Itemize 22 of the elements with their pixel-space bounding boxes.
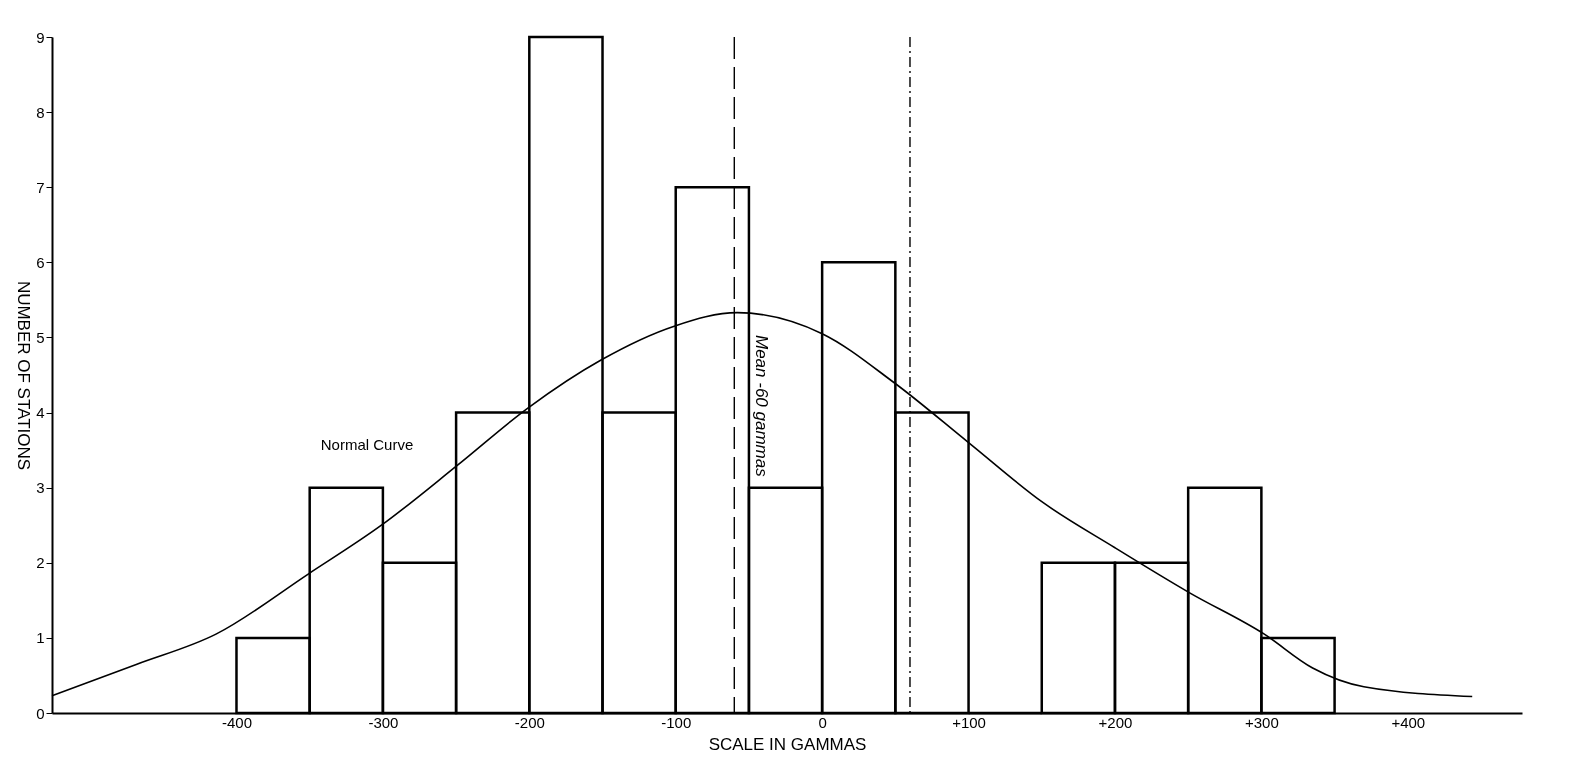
y-tick-label: 7	[36, 178, 45, 196]
y-tick-label: 9	[36, 28, 45, 46]
annotation: Normal Curve	[320, 435, 414, 453]
x-tick-label: -100	[661, 713, 692, 731]
x-tick-label: +400	[1391, 713, 1426, 731]
x-tick-label: +100	[952, 713, 986, 731]
x-tick-label: +300	[1244, 713, 1279, 731]
x-tick-label: 0	[818, 713, 827, 731]
y-tick-label: 5	[36, 328, 45, 346]
y-tick-label: 6	[36, 253, 45, 271]
x-tick-label: -300	[368, 713, 399, 731]
x-tick-label: -200	[514, 713, 545, 731]
y-tick-label: 2	[36, 554, 45, 572]
y-axis-title: NUMBER OF STATIONS	[14, 280, 34, 471]
y-tick-label: 1	[36, 629, 45, 647]
ref-line-label: Mean -60 gammas	[752, 335, 772, 478]
x-axis-title: SCALE IN GAMMAS	[708, 734, 867, 754]
y-tick-label: 8	[36, 103, 45, 121]
y-tick-label: 4	[36, 404, 45, 422]
x-tick-label: +200	[1098, 713, 1133, 731]
y-tick-label: 3	[36, 479, 45, 497]
x-tick-label: -400	[221, 713, 252, 731]
